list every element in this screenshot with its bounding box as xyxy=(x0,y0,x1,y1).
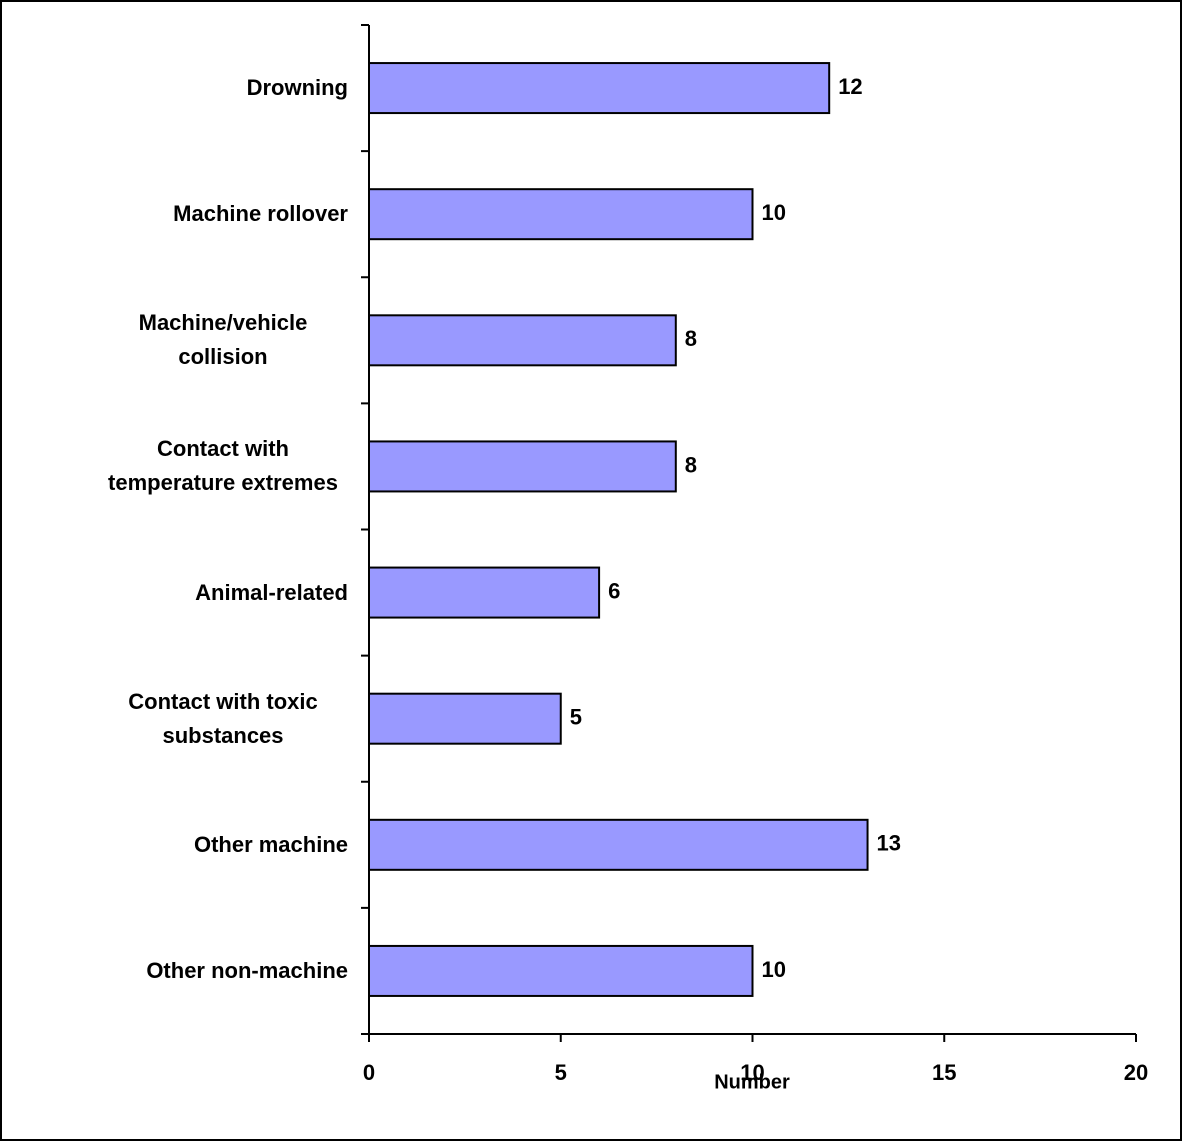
category-label-box: Contact with toxic substances xyxy=(8,659,348,779)
y-tick-label: Other non-machine xyxy=(146,957,348,983)
x-tick-label: 20 xyxy=(1124,1060,1148,1085)
category-label-box: Contact with temperature extremes xyxy=(8,406,348,526)
y-tick-label: Contact with toxic substances xyxy=(128,688,318,748)
bar xyxy=(368,188,754,241)
bar xyxy=(368,440,677,493)
x-tick-label: 10 xyxy=(740,1060,764,1085)
y-tick-label: Other machine xyxy=(193,831,348,857)
category-label-box: Drowning xyxy=(8,28,348,148)
category-label-box: Other non-machine xyxy=(8,911,348,1031)
x-tick-label: 5 xyxy=(555,1060,567,1085)
category-label-box: Other machine xyxy=(8,785,348,905)
category-label-box: Machine/vehicle collision xyxy=(8,280,348,400)
y-tick-label: Drowning xyxy=(246,75,348,101)
y-tick-label: Contact with temperature extremes xyxy=(108,436,338,496)
value-label: 6 xyxy=(608,578,620,603)
y-tick-label: Animal-related xyxy=(195,579,348,605)
x-tick-label: 15 xyxy=(932,1060,956,1085)
value-label: 13 xyxy=(877,831,901,856)
category-label-box: Animal-related xyxy=(8,533,348,653)
bar xyxy=(368,944,754,997)
value-label: 8 xyxy=(685,326,697,351)
x-axis-label: Number xyxy=(714,1071,790,1093)
y-tick-label: Machine/vehicle collision xyxy=(138,310,308,370)
value-label: 12 xyxy=(838,74,862,99)
value-label: 10 xyxy=(762,200,786,225)
value-label: 8 xyxy=(685,452,697,477)
bar xyxy=(368,818,869,871)
x-tick-label: 0 xyxy=(363,1060,375,1085)
value-label: 5 xyxy=(570,705,582,730)
bar xyxy=(368,62,831,115)
bar xyxy=(368,566,601,619)
bar xyxy=(368,692,562,745)
value-label: 10 xyxy=(762,957,786,982)
category-label-box: Machine rollover xyxy=(8,154,348,274)
bar xyxy=(368,314,677,367)
y-tick-label: Machine rollover xyxy=(173,201,348,227)
